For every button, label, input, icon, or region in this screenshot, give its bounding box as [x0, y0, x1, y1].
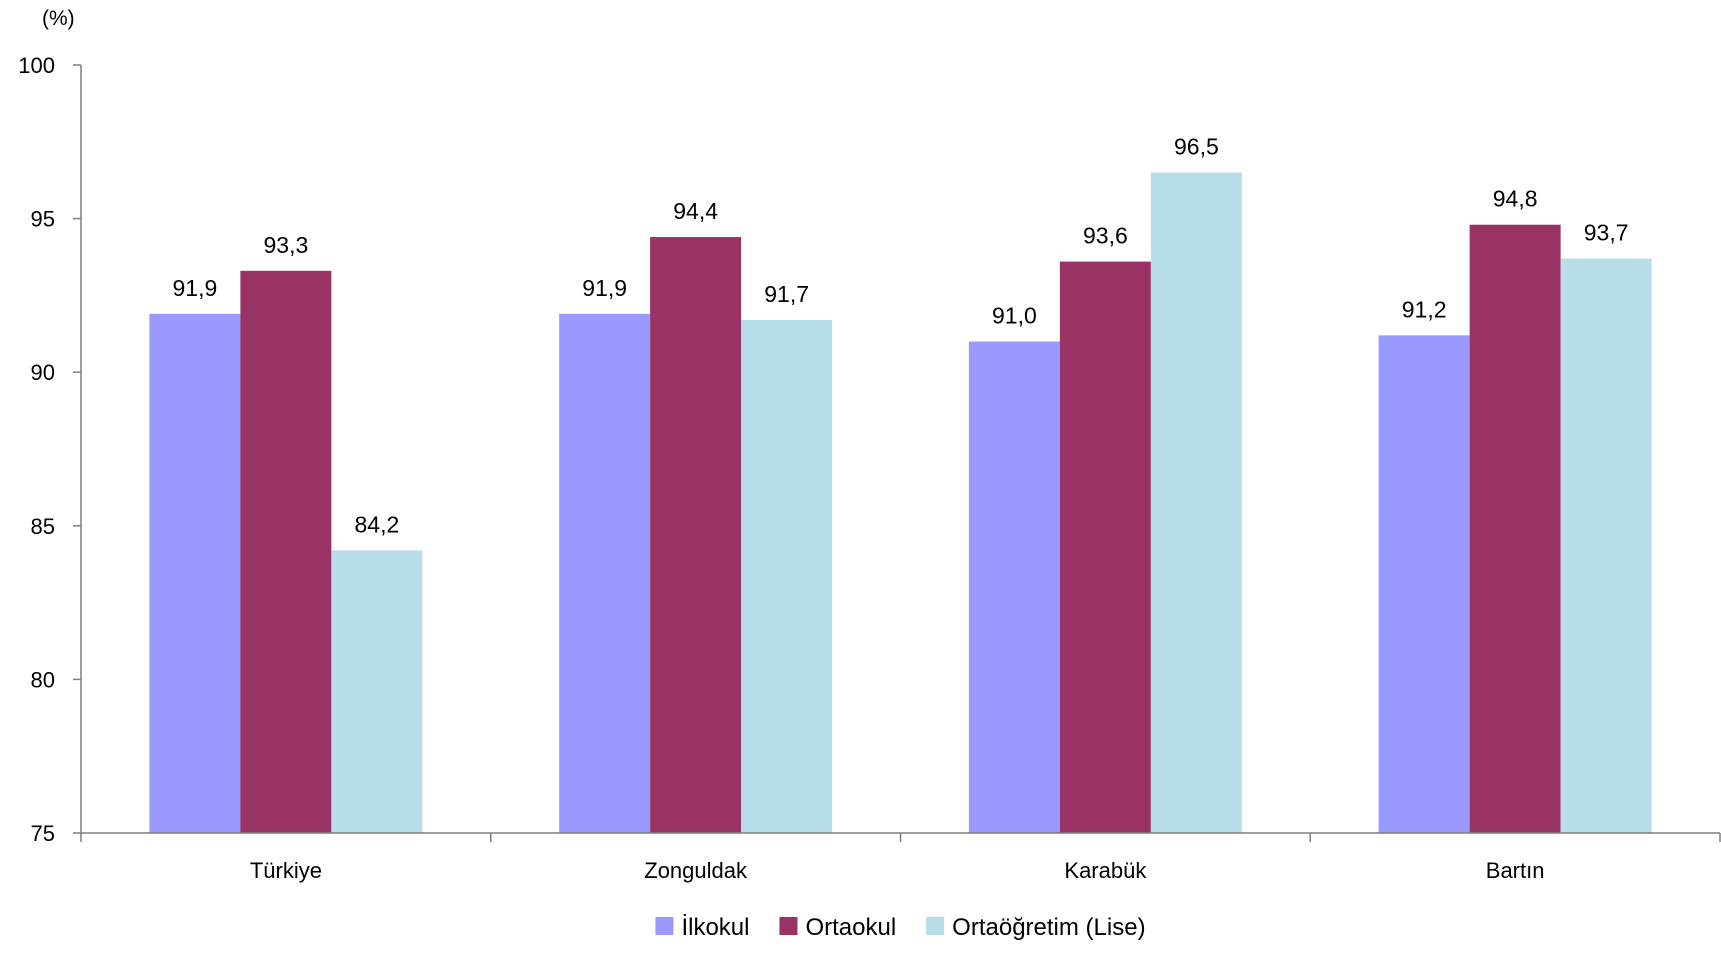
- data-label: 91,7: [764, 281, 809, 307]
- legend-swatch: [926, 917, 945, 935]
- bar: [1059, 261, 1151, 833]
- x-category-label: Bartın: [1486, 858, 1545, 883]
- data-label: 91,0: [992, 302, 1037, 328]
- bar: [650, 237, 742, 834]
- data-label: 91,9: [172, 275, 217, 301]
- x-category-label: Karabük: [1064, 858, 1147, 883]
- y-tick-label: 85: [31, 514, 55, 539]
- x-axis-labels: Türkiye Zonguldak Karabük Bartın: [250, 858, 1545, 883]
- data-label: 93,7: [1584, 220, 1629, 246]
- y-tick-label: 80: [31, 667, 55, 692]
- legend-swatch: [655, 917, 674, 935]
- y-tick-label: 95: [31, 207, 55, 232]
- data-labels-group: 91,9 93,3 84,2 91,9 94,4 91,7 91,0 93,6 96,5 91,2…: [172, 134, 1628, 538]
- legend-label: Ortaöğretim (Lise): [952, 914, 1145, 941]
- bar: [1150, 172, 1242, 833]
- y-tick-label: 75: [31, 821, 55, 846]
- legend-label: İlkokul: [681, 914, 749, 941]
- x-category-label: Türkiye: [250, 858, 322, 883]
- data-label: 93,3: [263, 232, 308, 258]
- data-label: 91,2: [1402, 296, 1447, 322]
- bar: [331, 550, 423, 833]
- y-axis-unit-label: (%): [42, 7, 75, 30]
- data-label: 94,8: [1493, 186, 1538, 212]
- bar: [1560, 258, 1652, 833]
- y-tick-label: 90: [31, 360, 55, 385]
- x-axis-ticks: [80, 833, 1721, 842]
- bar: [968, 341, 1060, 833]
- data-label: 96,5: [1174, 134, 1219, 160]
- bar: [1469, 224, 1561, 833]
- y-tick-label: 100: [18, 53, 55, 78]
- bar: [1378, 335, 1470, 833]
- bars-group: [149, 172, 1652, 834]
- bar: [149, 313, 241, 833]
- data-label: 93,6: [1083, 223, 1128, 249]
- bar: [559, 313, 651, 833]
- legend: İlkokul Ortaokul Ortaöğretim (Lise): [655, 914, 1146, 941]
- legend-swatch: [779, 917, 798, 935]
- bar: [741, 319, 833, 833]
- bar: [240, 270, 332, 834]
- x-category-label: Zonguldak: [644, 858, 748, 883]
- data-label: 84,2: [354, 511, 399, 537]
- data-label: 94,4: [673, 198, 718, 224]
- y-axis-ticks: 75 80 85 90 95 100: [18, 53, 81, 846]
- data-label: 91,9: [582, 275, 627, 301]
- legend-label: Ortaokul: [805, 914, 896, 941]
